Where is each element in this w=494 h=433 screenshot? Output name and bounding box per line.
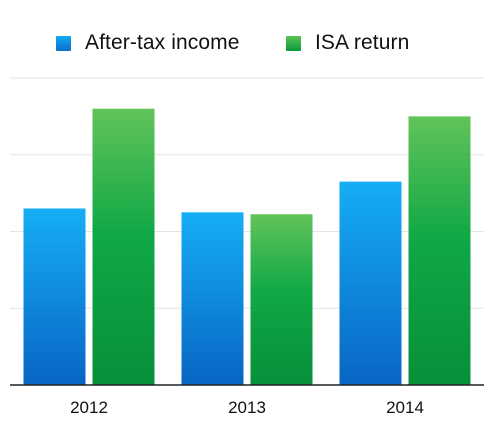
- bar-2014-after-tax-income: [339, 181, 402, 385]
- bar-2012-after-tax-income: [23, 208, 86, 385]
- bar-2012-isa-return: [92, 108, 155, 385]
- bar-2014-isa-return: [408, 116, 471, 385]
- legend: After-tax income ISA return: [0, 0, 494, 80]
- bar-2013-after-tax-income: [181, 212, 244, 385]
- bar-2013-isa-return: [250, 214, 313, 385]
- x-tick-label-2014: 2014: [386, 398, 424, 417]
- bars: [23, 108, 471, 385]
- legend-swatch-isa-return: [286, 35, 301, 51]
- x-tick-labels: 2012 2013 2014: [70, 398, 424, 417]
- legend-item-isa-return: ISA return: [286, 31, 409, 55]
- gridlines: [10, 77, 484, 309]
- legend-label-after-tax-income: After-tax income: [85, 31, 240, 54]
- legend-swatch-after-tax-income: [56, 35, 71, 51]
- legend-item-after-tax-income: After-tax income: [56, 31, 240, 55]
- x-tick-label-2012: 2012: [70, 398, 108, 417]
- x-tick-label-2013: 2013: [228, 398, 266, 417]
- legend-label-isa-return: ISA return: [315, 31, 410, 54]
